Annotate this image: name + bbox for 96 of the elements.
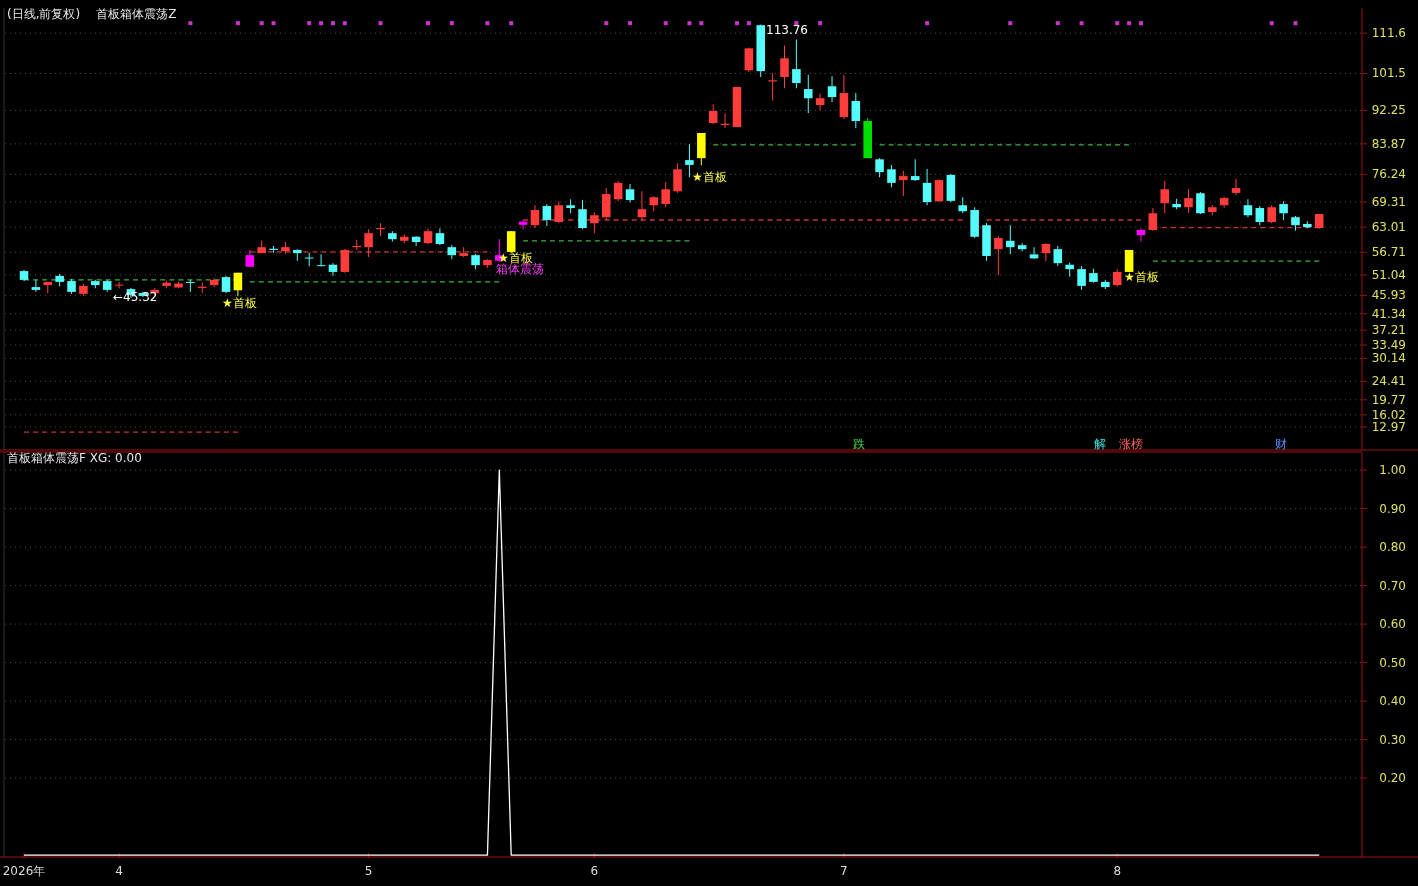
x-tick-label: 7 — [840, 864, 848, 878]
candlestick — [827, 75, 837, 103]
annotation: 财 — [1275, 437, 1287, 451]
y-tick-label: 0.90 — [1379, 501, 1406, 516]
y-tick-label: 30.14 — [1371, 351, 1406, 366]
candlestick — [530, 204, 540, 229]
candlestick — [994, 235, 1003, 276]
y-tick-label: 0.60 — [1379, 617, 1406, 632]
candlestick — [780, 45, 789, 89]
candlestick — [1196, 191, 1205, 215]
candlestick — [411, 235, 421, 247]
y-tick-label: 92.25 — [1371, 103, 1406, 118]
candlestick — [1160, 180, 1170, 214]
candlestick — [578, 199, 587, 230]
y-tick-label: 45.93 — [1371, 288, 1406, 303]
y-tick-label: 83.87 — [1371, 136, 1406, 151]
y-tick-label: 63.01 — [1371, 220, 1406, 235]
candlestick — [1148, 207, 1158, 232]
candlestick — [340, 248, 350, 274]
x-tick-label: 5 — [364, 864, 373, 878]
annotation: 解 — [1094, 437, 1106, 451]
candlestick — [1006, 224, 1015, 255]
chart-subtitle: (日线,前复权) — [7, 7, 81, 21]
annotation: ★首板 — [1124, 270, 1159, 284]
x-tick-label: 6 — [590, 864, 599, 878]
candlestick — [1255, 205, 1265, 226]
candlestick — [839, 74, 849, 120]
y-tick-label: 0.30 — [1379, 732, 1406, 747]
y-tick-label: 76.24 — [1371, 167, 1406, 182]
candlestick — [934, 178, 944, 203]
candlestick — [590, 211, 599, 234]
candlestick — [186, 279, 195, 293]
annotation: 113.76 — [766, 23, 808, 37]
y-tick-label: 0.20 — [1379, 771, 1406, 786]
annotation: ←45.32 — [113, 290, 158, 304]
candlestick — [197, 282, 207, 294]
candlestick — [1077, 265, 1086, 291]
y-tick-label: 101.5 — [1371, 66, 1406, 81]
chart-title: 首板箱体震荡F XG: 0.00 — [7, 451, 142, 465]
candlestick — [803, 74, 813, 114]
annotation: 箱体震荡 — [496, 262, 544, 276]
candlestick — [352, 239, 361, 251]
annotation: ★首板 — [222, 296, 257, 310]
candlestick — [744, 47, 754, 73]
y-tick-label: 24.41 — [1371, 374, 1406, 389]
candlestick — [1041, 242, 1051, 262]
candlestick — [708, 103, 718, 125]
candlestick — [1029, 246, 1039, 260]
chart-title: 首板箱体震荡Z — [96, 7, 177, 21]
candlestick — [601, 187, 611, 221]
candlestick — [768, 72, 777, 102]
y-tick-label: 19.77 — [1371, 392, 1406, 407]
candlestick — [685, 143, 694, 178]
y-tick-label: 0.50 — [1379, 655, 1406, 670]
candlestick — [542, 203, 552, 227]
annotation: ★首板 — [692, 170, 727, 184]
candlestick — [625, 183, 635, 203]
annotation: 跌 — [853, 437, 865, 451]
candlestick — [1053, 245, 1063, 267]
candlestick — [31, 279, 41, 293]
candlestick — [899, 170, 908, 197]
x-tick-label: 4 — [115, 864, 123, 878]
candlestick — [613, 180, 623, 202]
y-tick-label: 0.70 — [1379, 578, 1406, 593]
y-tick-label: 1.00 — [1379, 463, 1406, 478]
candlestick — [328, 262, 338, 277]
candlestick — [851, 92, 861, 129]
candlestick — [376, 222, 385, 237]
x-tick-label: 2026年 — [2, 864, 46, 878]
y-tick-label: 41.34 — [1371, 306, 1406, 321]
y-tick-label: 12.97 — [1371, 419, 1406, 434]
annotation: 涨榜 — [1119, 437, 1143, 451]
candlestick — [922, 168, 932, 206]
candlestick — [554, 200, 564, 224]
y-tick-label: 56.71 — [1371, 245, 1406, 260]
candlestick — [364, 228, 373, 258]
y-tick-label: 111.6 — [1371, 26, 1406, 41]
candlestick — [792, 39, 801, 89]
candlestick — [875, 157, 884, 178]
y-tick-label: 51.04 — [1371, 267, 1406, 282]
y-tick-label: 0.40 — [1379, 694, 1406, 709]
y-tick-label: 0.80 — [1379, 540, 1406, 555]
y-tick-label: 69.31 — [1371, 195, 1406, 210]
candlestick — [661, 181, 670, 208]
y-tick-label: 33.49 — [1371, 338, 1406, 353]
candlestick — [637, 190, 647, 222]
candlestick — [1184, 188, 1193, 214]
y-tick-label: 16.02 — [1371, 407, 1406, 422]
candlestick — [1279, 200, 1288, 221]
candlestick — [1136, 227, 1146, 243]
y-tick-label: 37.21 — [1371, 323, 1406, 338]
x-tick-label: 8 — [1113, 864, 1122, 878]
candlestick — [910, 158, 920, 182]
candlestick — [1231, 177, 1241, 196]
candlestick — [887, 164, 896, 188]
candlestick — [673, 162, 682, 194]
